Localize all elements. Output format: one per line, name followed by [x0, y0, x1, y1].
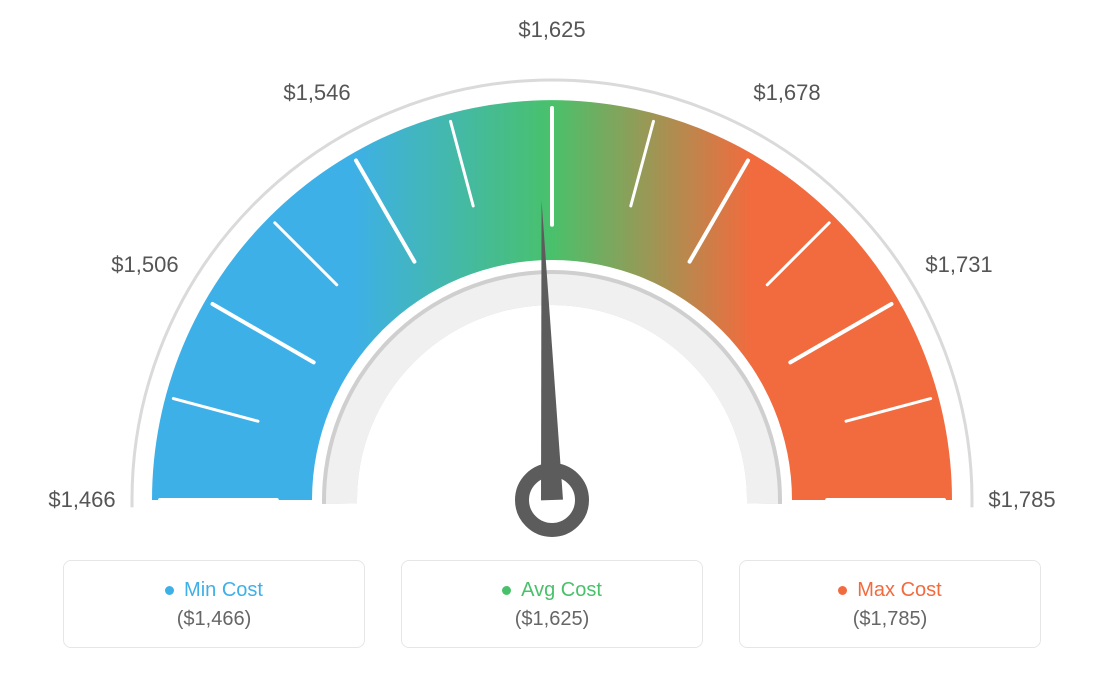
- scale-label: $1,785: [988, 487, 1055, 513]
- legend-title: Avg Cost: [502, 579, 602, 602]
- legend-card-min-cost: Min Cost ($1,466): [63, 560, 365, 648]
- legend-value: ($1,625): [402, 608, 702, 631]
- legend-dot-icon: [838, 586, 847, 595]
- legend-title-text: Min Cost: [184, 579, 263, 602]
- legend-title-text: Avg Cost: [521, 579, 602, 602]
- legend-value: ($1,785): [740, 608, 1040, 631]
- legend-value: ($1,466): [64, 608, 364, 631]
- legend-title: Max Cost: [838, 579, 941, 602]
- scale-label: $1,625: [518, 17, 585, 43]
- scale-label: $1,506: [111, 252, 178, 278]
- legend-row: Min Cost ($1,466) Avg Cost ($1,625) Max Cost…: [0, 560, 1104, 648]
- gauge-area: $1,466 $1,506 $1,546 $1,625 $1,678 $1,731 $1,7…: [0, 0, 1104, 540]
- legend-dot-icon: [165, 586, 174, 595]
- legend-dot-icon: [502, 586, 511, 595]
- scale-label: $1,731: [925, 252, 992, 278]
- legend-card-max-cost: Max Cost ($1,785): [739, 560, 1041, 648]
- scale-label: $1,466: [48, 487, 115, 513]
- legend-card-avg-cost: Avg Cost ($1,625): [401, 560, 703, 648]
- legend-title: Min Cost: [165, 579, 263, 602]
- chart-wrap: $1,466 $1,506 $1,546 $1,625 $1,678 $1,731 $1,7…: [0, 0, 1104, 690]
- scale-label: $1,546: [283, 80, 350, 106]
- scale-label: $1,678: [753, 80, 820, 106]
- legend-title-text: Max Cost: [857, 579, 941, 602]
